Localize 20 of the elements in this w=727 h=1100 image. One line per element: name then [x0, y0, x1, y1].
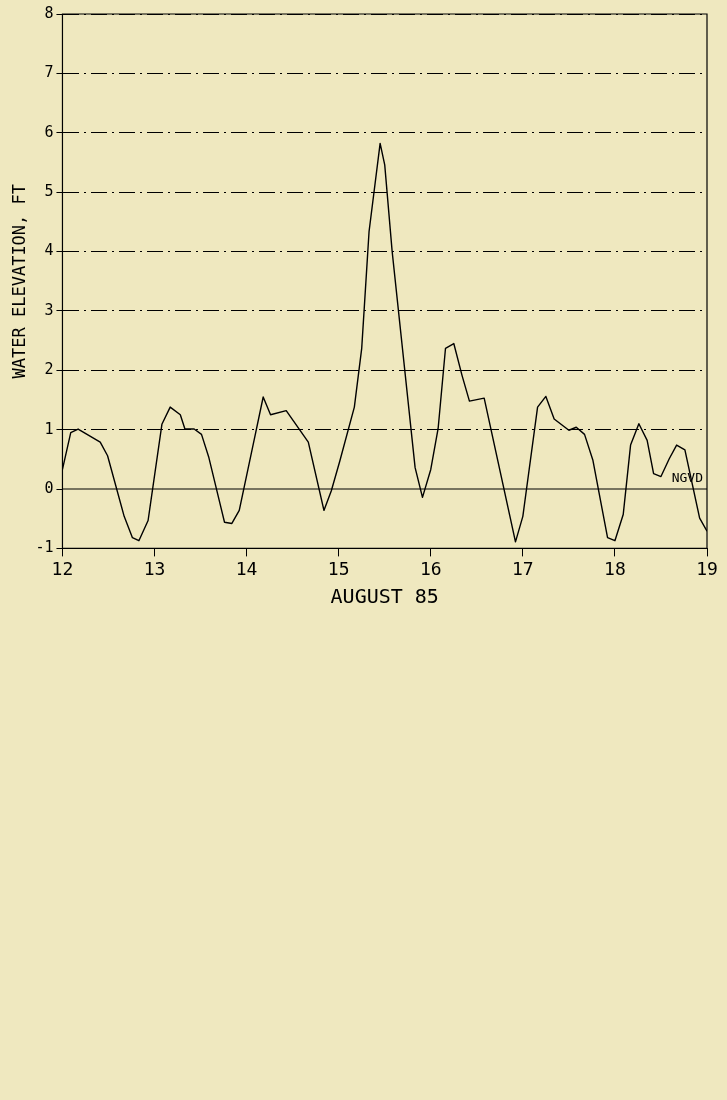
x-tick-label: 13: [143, 557, 166, 579]
x-tick-label: 16: [419, 557, 442, 579]
y-tick-label: 3: [44, 300, 54, 319]
y-tick-label: 0: [44, 478, 54, 497]
y-tick-label: -1: [35, 538, 54, 557]
x-tick-label: 18: [604, 557, 626, 579]
y-tick-label: 7: [44, 63, 54, 82]
y-axis-title: WATER ELEVATION, FT: [8, 183, 29, 379]
y-tick-label: 1: [44, 419, 54, 438]
x-axis-title: AUGUST 85: [330, 584, 439, 609]
x-tick-label: 19: [696, 557, 718, 579]
y-tick-label: 2: [44, 360, 54, 379]
y-tick-label: 6: [44, 122, 54, 141]
x-tick-label: 14: [235, 557, 258, 579]
x-tick-label: 12: [51, 557, 74, 579]
x-tick-label: 15: [327, 557, 350, 579]
y-tick-label: 5: [44, 182, 54, 201]
y-tick-label: 4: [44, 241, 54, 260]
x-tick-label: 17: [512, 557, 534, 579]
y-tick-label: 8: [44, 3, 54, 22]
